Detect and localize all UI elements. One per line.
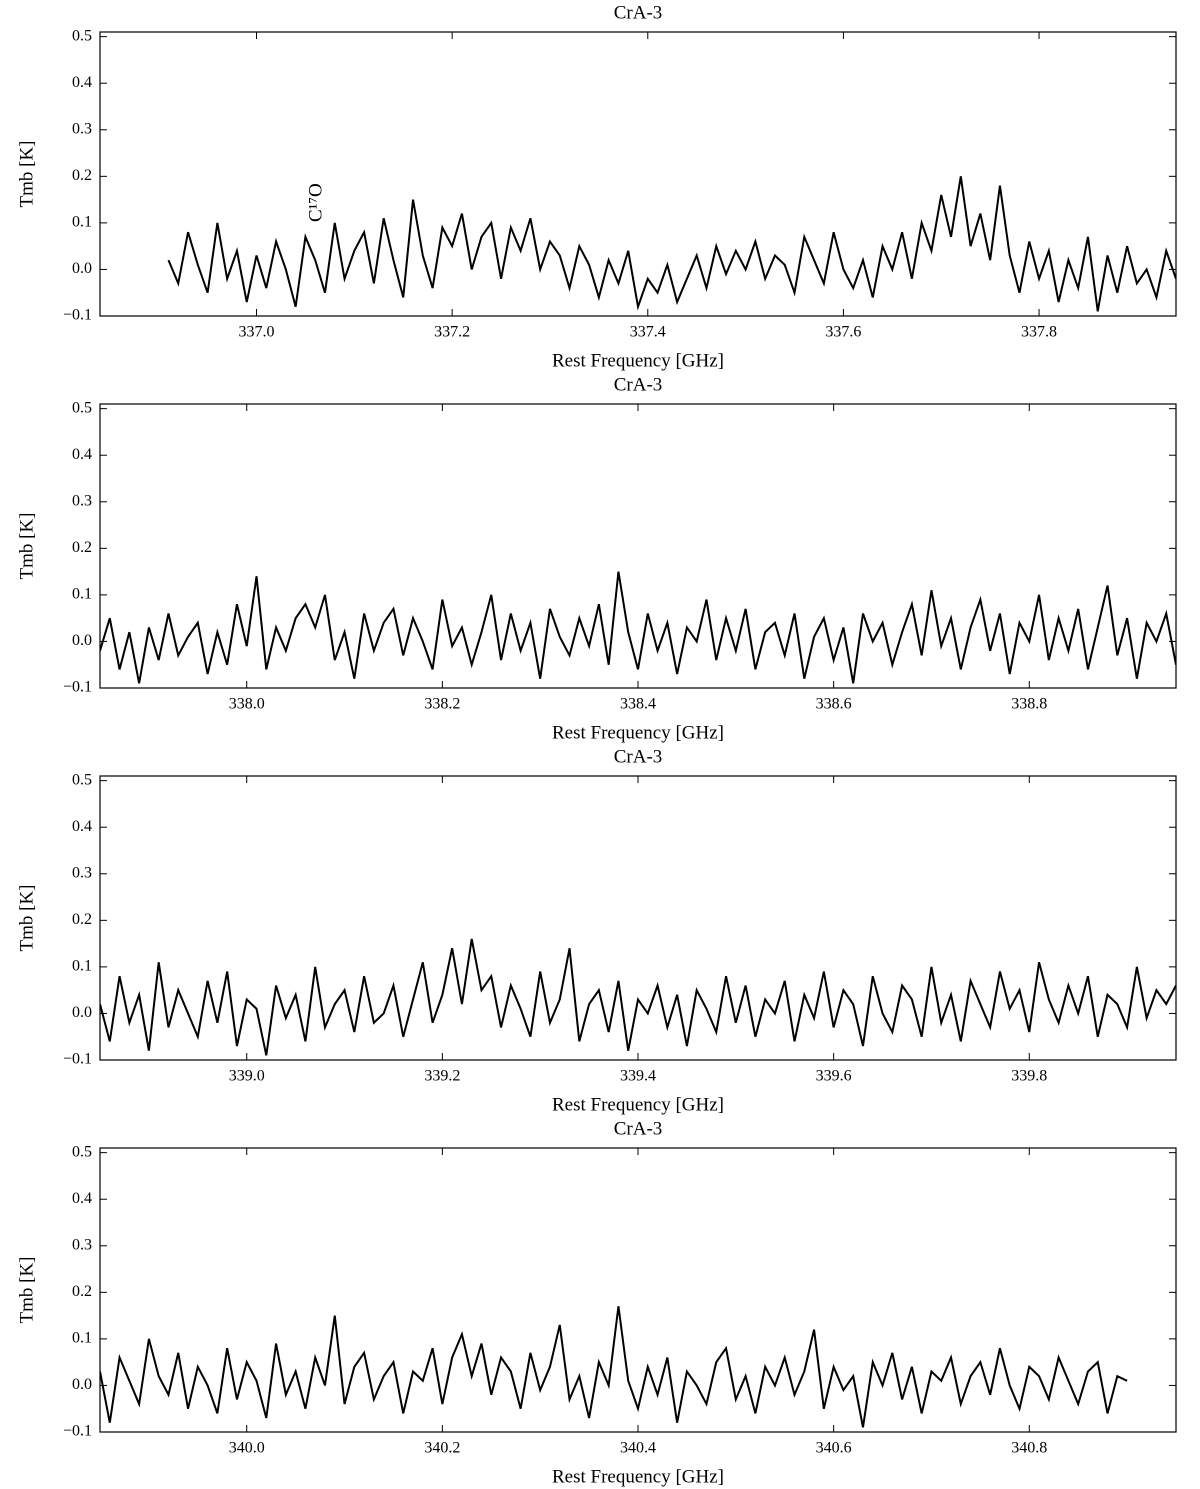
- x-axis-label: Rest Frequency [GHz]: [552, 350, 724, 371]
- x-tick-label: 340.6: [816, 1440, 852, 1457]
- y-tick-label: 0.3: [72, 120, 92, 137]
- y-tick-label: 0.2: [72, 539, 92, 556]
- y-tick-label: 0.3: [72, 492, 92, 509]
- x-tick-label: 337.4: [630, 324, 666, 341]
- y-tick-label: 0.0: [72, 632, 92, 649]
- y-tick-label: 0.2: [72, 1283, 92, 1300]
- x-axis-label: Rest Frequency [GHz]: [552, 1094, 724, 1115]
- x-axis-label: Rest Frequency [GHz]: [552, 722, 724, 743]
- x-tick-label: 337.8: [1021, 324, 1057, 341]
- line-annotation: C¹⁷O: [306, 183, 327, 222]
- y-tick-label: −0.1: [63, 1423, 92, 1440]
- x-tick-label: 338.4: [620, 696, 656, 713]
- y-tick-label: 0.5: [72, 27, 92, 44]
- y-tick-label: 0.3: [72, 864, 92, 881]
- x-tick-label: 339.8: [1011, 1068, 1047, 1085]
- y-tick-label: 0.1: [72, 586, 92, 603]
- y-axis-label: Tmb [K]: [16, 1256, 37, 1323]
- y-tick-label: −0.1: [63, 679, 92, 696]
- x-tick-label: 338.6: [816, 696, 852, 713]
- y-tick-label: 0.5: [72, 399, 92, 416]
- y-tick-label: 0.1: [72, 1330, 92, 1347]
- y-tick-label: 0.0: [72, 260, 92, 277]
- spectrum-line: [100, 1306, 1128, 1428]
- y-axis-label: Tmb [K]: [16, 140, 37, 207]
- panel-title: CrA-3: [614, 374, 663, 395]
- x-tick-label: 339.6: [816, 1068, 852, 1085]
- y-tick-label: 0.5: [72, 1143, 92, 1160]
- x-tick-label: 338.2: [424, 696, 460, 713]
- panel-title: CrA-3: [614, 2, 663, 23]
- x-tick-label: 340.8: [1011, 1440, 1047, 1457]
- y-tick-label: −0.1: [63, 307, 92, 324]
- x-tick-label: 337.6: [825, 324, 861, 341]
- axes-frame: [99, 403, 1177, 689]
- spectrum-line: [100, 938, 1176, 1056]
- y-axis-label: Tmb [K]: [16, 512, 37, 579]
- y-tick-label: 0.4: [72, 446, 92, 463]
- spectrum-line: [100, 571, 1176, 684]
- y-tick-label: 0.0: [72, 1004, 92, 1021]
- x-tick-label: 337.0: [239, 324, 275, 341]
- x-tick-label: 340.0: [229, 1440, 265, 1457]
- axes-frame: [99, 775, 1177, 1061]
- spectrum-line: [167, 176, 1176, 312]
- x-tick-label: 338.8: [1011, 696, 1047, 713]
- axes-frame: [99, 31, 1177, 317]
- x-tick-label: 337.2: [434, 324, 470, 341]
- axes-frame: [99, 1147, 1177, 1433]
- x-tick-label: 340.4: [620, 1440, 656, 1457]
- y-axis-label: Tmb [K]: [16, 884, 37, 951]
- y-tick-label: 0.2: [72, 911, 92, 928]
- y-tick-label: −0.1: [63, 1051, 92, 1068]
- y-tick-label: 0.4: [72, 1190, 92, 1207]
- x-axis-label: Rest Frequency [GHz]: [552, 1466, 724, 1487]
- panel-title: CrA-3: [614, 746, 663, 767]
- x-tick-label: 339.0: [229, 1068, 265, 1085]
- y-tick-label: 0.3: [72, 1236, 92, 1253]
- x-tick-label: 338.0: [229, 696, 265, 713]
- panel-title: CrA-3: [614, 1118, 663, 1139]
- x-tick-label: 340.2: [424, 1440, 460, 1457]
- y-tick-label: 0.1: [72, 958, 92, 975]
- y-tick-label: 0.1: [72, 214, 92, 231]
- y-tick-label: 0.4: [72, 818, 92, 835]
- x-tick-label: 339.4: [620, 1068, 656, 1085]
- y-tick-label: 0.4: [72, 74, 92, 91]
- y-tick-label: 0.2: [72, 167, 92, 184]
- y-tick-label: 0.0: [72, 1376, 92, 1393]
- y-tick-label: 0.5: [72, 771, 92, 788]
- x-tick-label: 339.2: [424, 1068, 460, 1085]
